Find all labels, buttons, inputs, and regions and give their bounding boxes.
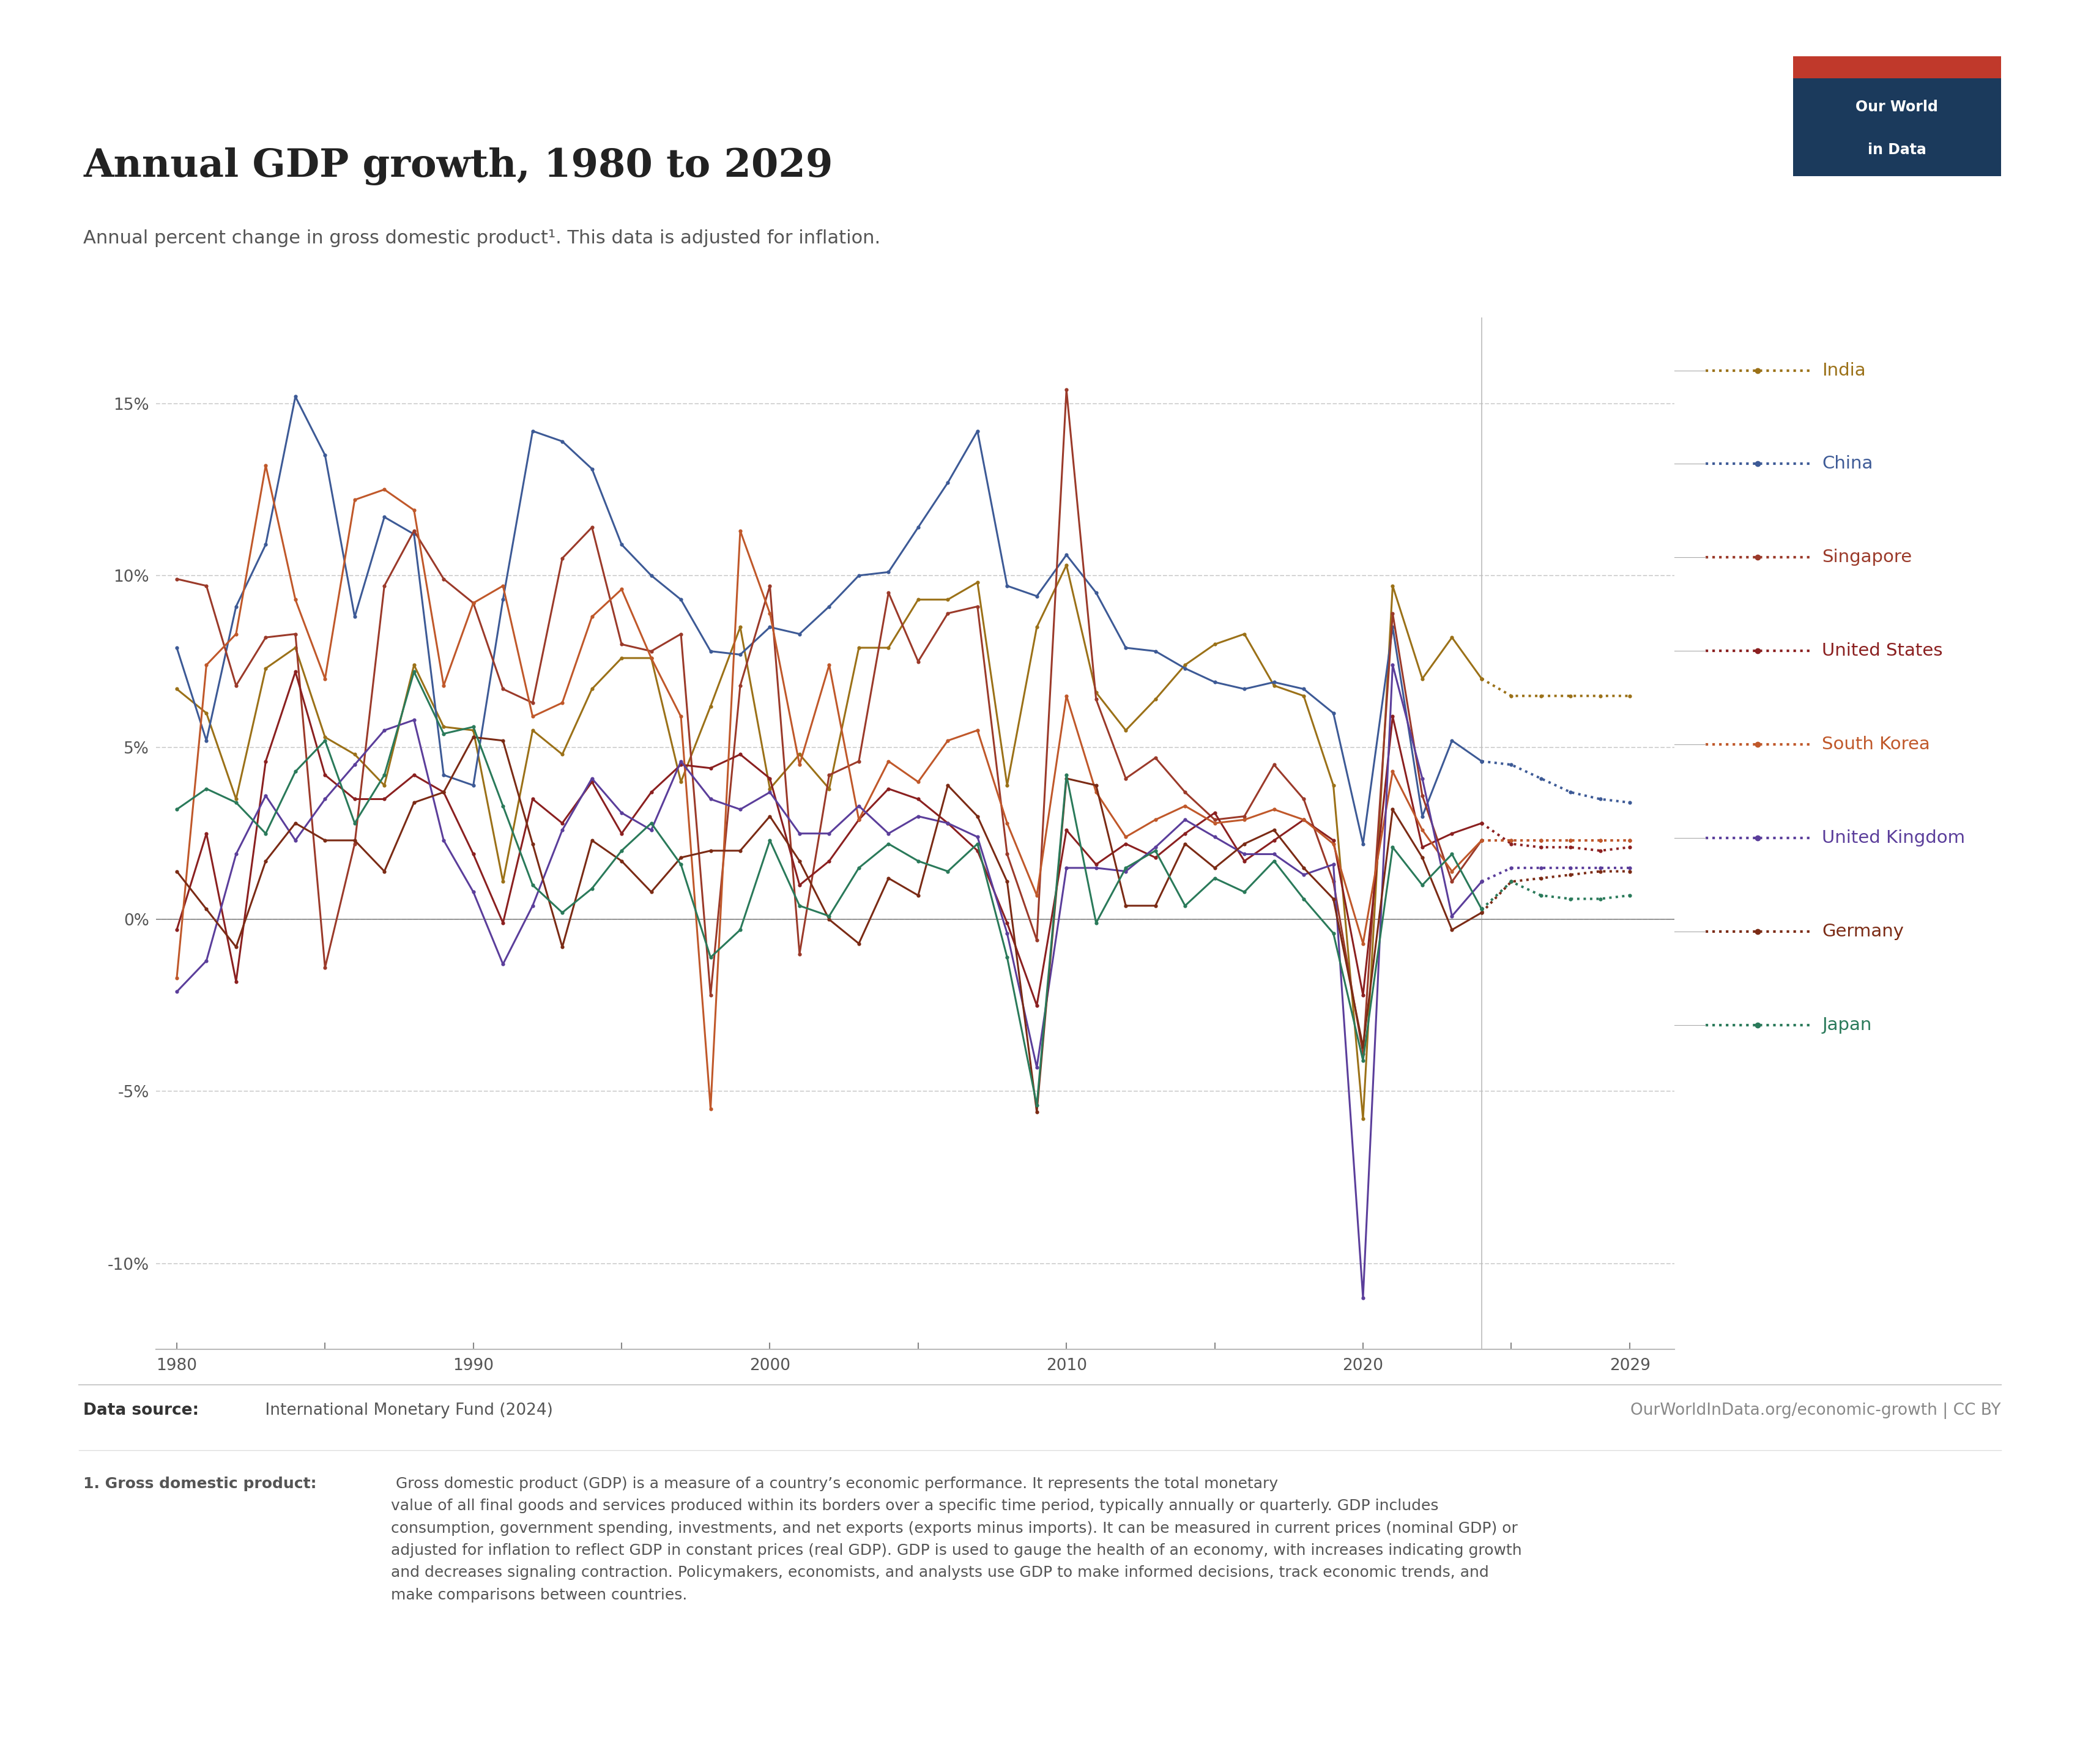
Text: Data source:: Data source:: [83, 1402, 200, 1418]
Text: Gross domestic product (GDP) is a measure of a country’s economic performance. I: Gross domestic product (GDP) is a measur…: [391, 1476, 1523, 1602]
Text: India: India: [1822, 362, 1866, 379]
Text: United States: United States: [1822, 642, 1943, 660]
Text: China: China: [1822, 455, 1874, 473]
Text: Annual percent change in gross domestic product¹. This data is adjusted for infl: Annual percent change in gross domestic …: [83, 229, 880, 247]
Text: United Kingdom: United Kingdom: [1822, 829, 1966, 847]
Text: South Korea: South Korea: [1822, 736, 1930, 753]
Text: OurWorldInData.org/economic-growth | CC BY: OurWorldInData.org/economic-growth | CC …: [1631, 1402, 2001, 1418]
Text: 1. Gross domestic product:: 1. Gross domestic product:: [83, 1476, 316, 1491]
Text: International Monetary Fund (2024): International Monetary Fund (2024): [260, 1402, 553, 1418]
Text: Japan: Japan: [1822, 1016, 1872, 1034]
Text: Germany: Germany: [1822, 923, 1903, 940]
Text: Singapore: Singapore: [1822, 549, 1912, 566]
Text: Annual GDP growth, 1980 to 2029: Annual GDP growth, 1980 to 2029: [83, 148, 832, 185]
Text: Our World: Our World: [1855, 99, 1939, 115]
Bar: [1793, 56, 2001, 78]
Text: in Data: in Data: [1868, 143, 1926, 157]
